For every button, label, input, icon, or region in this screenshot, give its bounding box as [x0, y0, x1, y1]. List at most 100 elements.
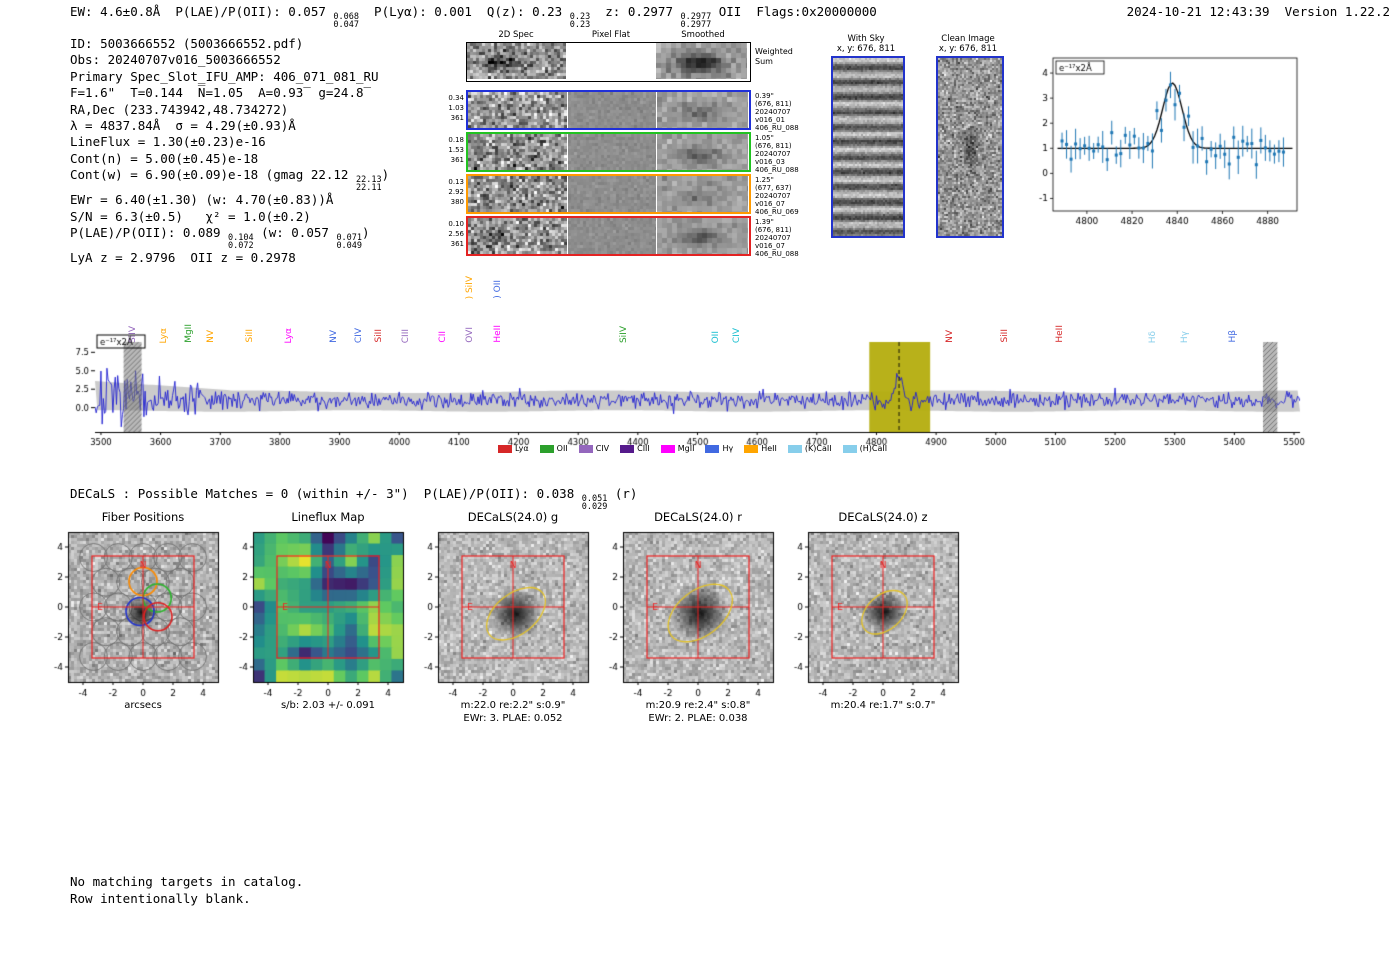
- info-line: EWr = 6.40(±1.30) (w: 4.70(±0.83))Å: [70, 192, 389, 208]
- legend-swatch: [539, 444, 554, 453]
- cutout-xaxis-label: arcsecs: [124, 700, 162, 711]
- text-run: EW: 4.6±0.8Å P(LAE)/P(OII): 0.057: [70, 4, 334, 19]
- legend-item: OII: [539, 444, 568, 453]
- footer-line: No matching targets in catalog.: [70, 874, 304, 889]
- legend-label: HeII: [761, 444, 777, 453]
- stacked-errors: 0.051 0.029: [581, 495, 608, 512]
- gray-cutout-canvas: [406, 528, 596, 704]
- spec2d-row-stat: 361: [450, 240, 464, 248]
- lower-error: 0.072: [228, 241, 254, 252]
- spec2d-image-row2dspec: [468, 218, 567, 254]
- upper-error: 0.104: [228, 233, 254, 244]
- spec2d-row-box: [466, 132, 751, 172]
- spec2d-row-meta: 406_RU_088: [755, 250, 799, 258]
- legend-item: MgII: [660, 444, 695, 453]
- lower-error: 0.2977: [680, 20, 712, 30]
- spec2d-row-meta: 1.39": [755, 218, 774, 226]
- text-run: LyA z = 2.9796 OII z = 0.2978: [70, 250, 296, 266]
- cutout-title: DECaLS(24.0) z: [838, 510, 928, 524]
- legend-swatch: [705, 444, 720, 453]
- spec2d-image-row-pixelflat: [568, 92, 656, 128]
- stacked-errors: 0.23 0.23: [570, 13, 590, 30]
- with-sky-image: [831, 56, 905, 238]
- text-run: (w: 0.057: [253, 225, 337, 241]
- weighted-sum-label: Weighted: [755, 47, 793, 56]
- legend-label: (K)CaII: [804, 444, 832, 453]
- catalog-match-line: DECaLS : Possible Matches = 0 (within +/…: [70, 486, 637, 511]
- ifu-panel-title: With Sky: [847, 34, 885, 44]
- source-info-block: ID: 5003666552 (5003666552.pdf) Obs: 2024…: [70, 36, 389, 266]
- legend-item: CIII: [620, 444, 650, 453]
- spec2d-row-meta: 20240707: [755, 150, 791, 158]
- spec2d-row-stat: 0.34: [448, 94, 464, 102]
- text-run: DECaLS : Possible Matches = 0 (within +/…: [70, 486, 582, 501]
- lower-error: 0.047: [333, 20, 359, 30]
- cutout-caption-2: EWr: 2. PLAE: 0.038: [648, 713, 748, 724]
- info-line: ID: 5003666552 (5003666552.pdf): [70, 36, 389, 52]
- info-line: F=1.6" T=0.144 N̅=1.05 A=0.93̅ g=24.8̅: [70, 85, 389, 101]
- spec2d-row-meta: (676, 811): [755, 142, 792, 150]
- spec2d-row-meta: 1.25": [755, 176, 774, 184]
- cutout-title: DECaLS(24.0) r: [654, 510, 742, 524]
- spec2d-image-row-smoothed: [657, 218, 748, 254]
- legend-item: (K)CaII: [787, 444, 832, 453]
- spec2d-col-header: Smoothed: [681, 30, 725, 40]
- spec2d-image-row-pixelflat: [568, 176, 656, 212]
- cutout-caption: m:20.4 re:1.7" s:0.7": [830, 700, 936, 711]
- legend-label: CIII: [637, 444, 650, 453]
- info-line: S/N = 6.3(±0.5) χ² = 1.0(±0.2): [70, 209, 389, 225]
- text-run: S/N = 6.3(±0.5) χ² = 1.0(±0.2): [70, 208, 311, 224]
- spacer: [1270, 4, 1285, 19]
- lower-error: 0.029: [581, 502, 608, 512]
- spec2d-row-stat: 2.92: [448, 188, 464, 196]
- footer-notes: No matching targets in catalog. Row inten…: [70, 874, 303, 907]
- text-run: (r): [607, 486, 638, 501]
- spec2d-row-meta: v016_03: [755, 158, 785, 166]
- text-run: P(Lyα): 0.001 Q(z): 0.23: [359, 4, 570, 19]
- spec2d-image-row-pixelflat: [568, 134, 656, 170]
- text-run: Obs: 20240707v016_5003666552: [70, 52, 281, 68]
- spec2d-image-weighted-smoothed: [656, 43, 747, 79]
- legend-swatch: [744, 444, 759, 453]
- legend-label: OII: [556, 444, 568, 453]
- upper-error: 22.13: [355, 175, 382, 186]
- legend-item: Hγ: [705, 444, 733, 453]
- stacked-errors: 0.2977 0.2977: [680, 12, 712, 30]
- info-line: LyA z = 2.9796 OII z = 0.2978: [70, 250, 389, 266]
- upper-error: 0.2977: [680, 12, 712, 22]
- cutout-caption: m:20.9 re:2.4" s:0.8": [645, 700, 751, 711]
- spec2d-row-meta: 1.05": [755, 134, 774, 142]
- footer-line: Row intentionally blank.: [70, 890, 251, 906]
- legend-label: CIV: [595, 444, 610, 453]
- emission-line-label: ) SiIV: [465, 275, 476, 299]
- spec2d-row-meta: v016_07: [755, 200, 785, 208]
- ifu-panel-title: Clean Image: [941, 34, 995, 44]
- cutout-caption-2: EWr: 3. PLAE: 0.052: [463, 713, 563, 724]
- spec2d-image-row-smoothed: [657, 134, 748, 170]
- legend-label: Hγ: [722, 444, 734, 453]
- text-run: ID: 5003666552 (5003666552.pdf): [70, 36, 304, 51]
- legend-item: CIV: [578, 444, 610, 453]
- spec2d-row-stat: 1.53: [448, 146, 464, 154]
- cutout-title: Lineflux Map: [291, 510, 365, 524]
- spec2d-row-meta: 406_RU_088: [755, 166, 799, 174]
- legend-label: MgII: [677, 444, 695, 453]
- text-run: Cont(w) = 6.90(±0.09)e-18 (gmag 22.12: [70, 167, 356, 183]
- text-run: Cont(n) = 5.00(±0.45)e-18: [70, 150, 259, 166]
- text-run: λ = 4837.84Å σ = 4.29(±0.93)Å: [70, 118, 296, 134]
- lower-error: 0.049: [336, 241, 363, 252]
- spec2d-row-stat: 1.03: [448, 104, 464, 112]
- stacked-errors: 0.071 0.049: [336, 233, 363, 252]
- info-line: Cont(w) = 6.90(±0.09)e-18 (gmag 22.12 22…: [70, 167, 389, 192]
- legend-item: HeII: [744, 444, 777, 453]
- spec2d-panel: 2D Spec Pixel Flat Smoothed Weighted Sum 0.34…: [443, 30, 863, 262]
- line-fit-plot: [1030, 52, 1305, 232]
- legend-item: (H)CaII: [842, 444, 887, 453]
- text-run: ): [362, 225, 370, 241]
- spec2d-row-meta: (676, 811): [755, 100, 792, 108]
- report-version: Version 1.22.2: [1284, 4, 1390, 19]
- info-line: λ = 4837.84Å σ = 4.29(±0.93)Å: [70, 118, 389, 134]
- spec2d-image-row-pixelflat: [568, 218, 656, 254]
- upper-error: 0.071: [336, 233, 363, 244]
